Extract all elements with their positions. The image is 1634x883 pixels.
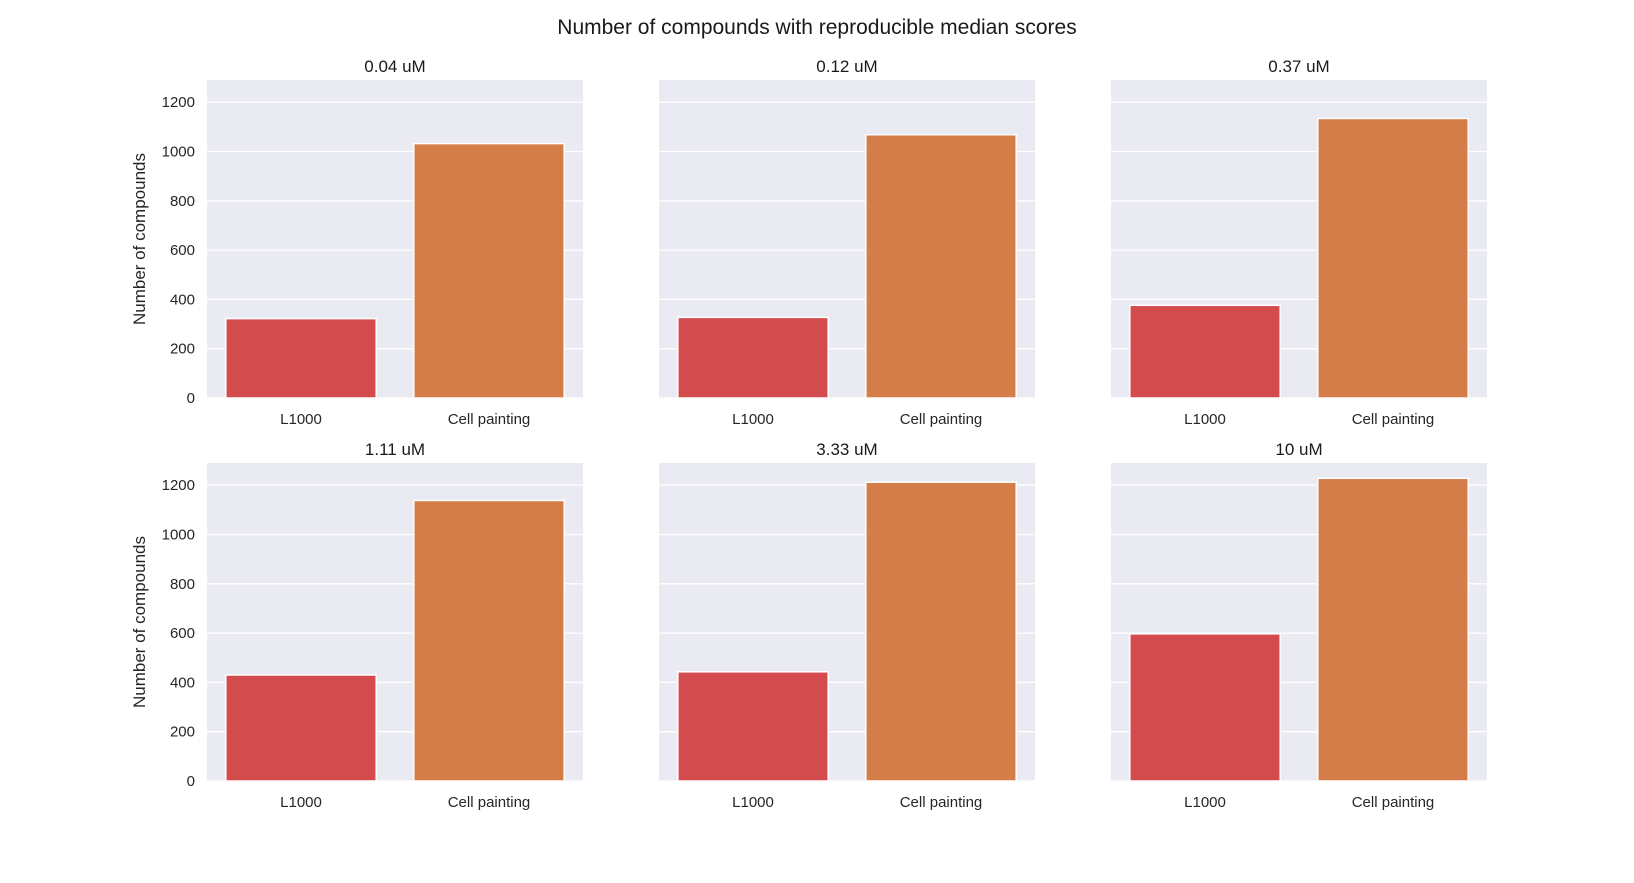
panel: L1000 Cell painting 0 200 400 600 800 1000 1200 N… bbox=[130, 57, 583, 428]
y-tick-label: 200 bbox=[170, 724, 195, 741]
y-tick-label: 200 bbox=[170, 341, 195, 358]
panel: L1000 Cell painting 0.12 uM bbox=[659, 57, 1035, 428]
bar-l1000 bbox=[677, 316, 829, 399]
panel: L1000 Cell painting 3.33 uM bbox=[659, 440, 1035, 811]
panel-title: 0.04 uM bbox=[364, 57, 425, 76]
y-tick-label: 1200 bbox=[162, 94, 195, 111]
bar-cell-painting bbox=[1317, 477, 1469, 782]
y-tick-label: 400 bbox=[170, 291, 195, 308]
panel-title: 3.33 uM bbox=[816, 440, 877, 459]
panel: L1000 Cell painting 10 uM bbox=[1111, 440, 1487, 811]
y-tick-label: 1000 bbox=[162, 526, 195, 543]
y-tick-label: 1200 bbox=[162, 477, 195, 494]
bar-l1000 bbox=[225, 674, 377, 782]
panel-title: 0.37 uM bbox=[1268, 57, 1329, 76]
panel: L1000 Cell painting 0 200 400 600 800 1000 1200 N… bbox=[130, 440, 583, 811]
x-tick-label: L1000 bbox=[1184, 411, 1226, 428]
x-tick-label: L1000 bbox=[1184, 794, 1226, 811]
y-tick-label: 400 bbox=[170, 674, 195, 691]
figure-title: Number of compounds with reproducible me… bbox=[557, 16, 1076, 39]
panel-title: 0.12 uM bbox=[816, 57, 877, 76]
y-tick-label: 0 bbox=[187, 773, 195, 790]
y-tick-label: 600 bbox=[170, 242, 195, 259]
panel: L1000 Cell painting 0.37 uM bbox=[1111, 57, 1487, 428]
y-tick-label: 0 bbox=[187, 390, 195, 407]
x-tick-label: Cell painting bbox=[448, 411, 531, 428]
y-tick-label: 800 bbox=[170, 576, 195, 593]
x-tick-label: Cell painting bbox=[448, 794, 531, 811]
x-tick-label: Cell painting bbox=[900, 794, 983, 811]
bar-cell-painting bbox=[413, 142, 565, 399]
y-tick-label: 800 bbox=[170, 193, 195, 210]
panel-title: 1.11 uM bbox=[365, 440, 425, 459]
x-tick-label: Cell painting bbox=[1352, 794, 1435, 811]
panel-title: 10 uM bbox=[1275, 440, 1322, 459]
y-tick-label: 1000 bbox=[162, 143, 195, 160]
x-tick-label: L1000 bbox=[732, 794, 774, 811]
bar-l1000 bbox=[225, 317, 377, 399]
x-tick-label: L1000 bbox=[280, 794, 322, 811]
bar-l1000 bbox=[677, 671, 829, 782]
bar-l1000 bbox=[1129, 633, 1281, 782]
bar-cell-painting bbox=[865, 133, 1017, 399]
x-tick-label: L1000 bbox=[280, 411, 322, 428]
bar-cell-painting bbox=[865, 481, 1017, 782]
panels: L1000 Cell painting 0 200 400 600 800 1000 1200 N… bbox=[130, 57, 1487, 811]
y-tick-label: 600 bbox=[170, 625, 195, 642]
y-axis-label: Number of compounds bbox=[130, 153, 149, 325]
y-axis-label: Number of compounds bbox=[130, 536, 149, 708]
x-tick-label: Cell painting bbox=[900, 411, 983, 428]
bar-l1000 bbox=[1129, 304, 1281, 399]
x-tick-label: L1000 bbox=[732, 411, 774, 428]
x-tick-label: Cell painting bbox=[1352, 411, 1435, 428]
bar-cell-painting bbox=[413, 499, 565, 782]
bar-cell-painting bbox=[1317, 117, 1469, 399]
